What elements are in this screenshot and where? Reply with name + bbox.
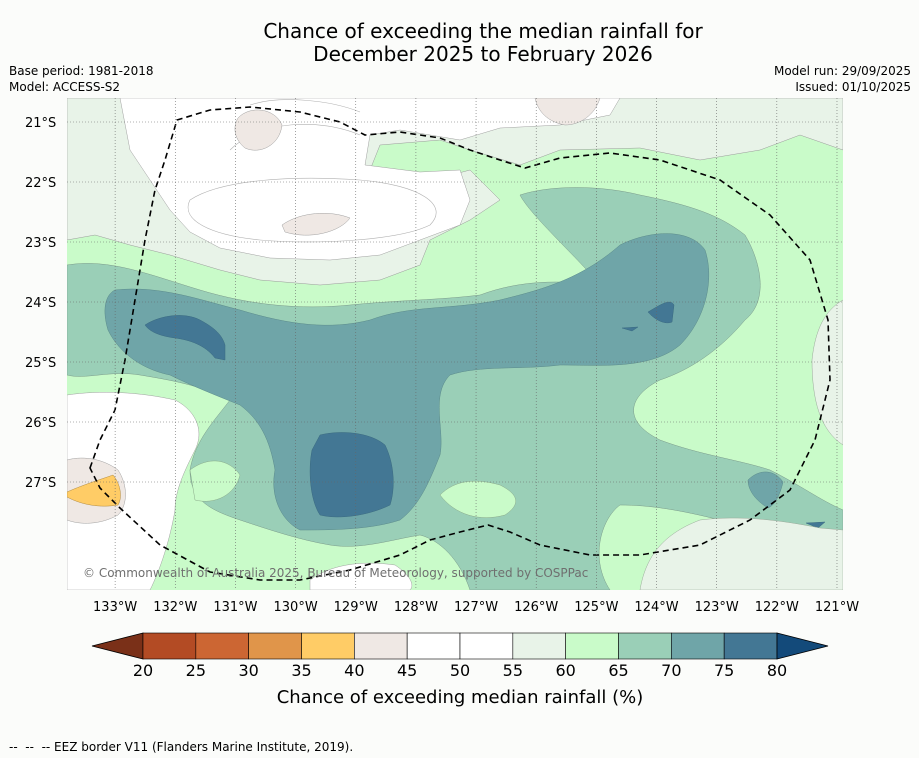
contour-75-80-b [144, 315, 226, 361]
colorbar-swatch [354, 632, 408, 660]
title-line-1: Chance of exceeding the median rainfall … [263, 19, 703, 43]
contour-45-55-bottom [67, 392, 200, 590]
colorbar: 20 25 30 35 40 45 50 55 60 65 70 75 80 [91, 632, 829, 680]
colorbar-under-arrow [91, 632, 144, 660]
colorbar-tick-label: 20 [133, 661, 153, 680]
lon-tick-label: 129°W [334, 600, 378, 615]
issued-date: Issued: 01/10/2025 [795, 80, 911, 94]
colorbar-tick-label: 75 [714, 661, 734, 680]
run-info-left: Base period: 1981-2018 Model: ACCESS-S2 [9, 63, 154, 95]
colorbar-over-arrow [776, 632, 829, 660]
colorbar-tick-label: 50 [450, 661, 470, 680]
colorbar-tick-label: 40 [344, 661, 364, 680]
contour-75-80-d [747, 471, 784, 509]
colorbar-tick-label: 65 [608, 661, 628, 680]
lon-tick-label: 122°W [755, 600, 799, 615]
contour-75-80-e [621, 326, 826, 529]
colorbar-swatch [301, 632, 355, 660]
contour-40-45-c [534, 98, 601, 126]
colorbar-tick-label: 25 [186, 661, 206, 680]
longitude-labels: 133°W 132°W 131°W 130°W 129°W 128°W 127°W 126°W… [93, 600, 859, 615]
colorbar-tick-label: 60 [555, 661, 575, 680]
lon-tick-label: 125°W [574, 600, 618, 615]
colorbar-swatch [618, 632, 672, 660]
colorbar-swatch [723, 632, 778, 660]
lat-tick-label: 25°S [25, 356, 56, 371]
contour-70-75 [104, 233, 710, 531]
lat-tick-label: 23°S [25, 236, 56, 251]
colorbar-swatch [459, 632, 514, 660]
latitude-labels: 21°S 22°S 23°S 24°S 25°S 26°S 27°S [25, 116, 56, 491]
lon-tick-label: 126°W [514, 600, 558, 615]
colorbar-swatch [406, 632, 461, 660]
lon-tick-label: 121°W [815, 600, 859, 615]
lon-tick-label: 128°W [394, 600, 438, 615]
lat-tick-label: 27°S [25, 476, 56, 491]
lon-tick-label: 132°W [153, 600, 197, 615]
colorbar-tick-label: 45 [397, 661, 417, 680]
rainfall-field: © Commonwealth of Australia 2025, Bureau… [67, 98, 843, 590]
lon-tick-label: 133°W [93, 600, 137, 615]
colorbar-tick-label: 35 [291, 661, 311, 680]
colorbar-tick-label: 30 [238, 661, 258, 680]
lat-tick-label: 26°S [25, 416, 56, 431]
lon-tick-label: 123°W [695, 600, 739, 615]
contour-35-40 [67, 474, 121, 507]
lat-tick-label: 24°S [25, 296, 56, 311]
contour-45-55-bottom-center [309, 562, 413, 590]
lon-tick-label: 127°W [454, 600, 498, 615]
contour-75-80-a [309, 432, 394, 518]
colorbar-swatch [195, 632, 249, 660]
colorbar-tick-label: 55 [503, 661, 523, 680]
contour-40-45-b [234, 109, 283, 151]
lon-tick-label: 131°W [213, 600, 257, 615]
colorbar-swatch [671, 632, 725, 660]
lon-tick-label: 124°W [634, 600, 678, 615]
run-info-right: Model run: 29/09/2025 Issued: 01/10/2025 [774, 63, 911, 95]
copyright-notice: © Commonwealth of Australia 2025, Bureau… [83, 566, 588, 580]
colorbar-tick-label: 70 [661, 661, 681, 680]
model-run: Model run: 29/09/2025 [773, 64, 911, 78]
model-name: Model: ACCESS-S2 [9, 80, 121, 94]
contour-40-45-a [281, 213, 351, 236]
colorbar-label: Chance of exceeding median rainfall (%) [277, 687, 644, 708]
colorbar-swatch [512, 632, 566, 660]
colorbar-tick-label: 80 [767, 661, 787, 680]
lat-tick-label: 21°S [25, 116, 56, 131]
colorbar-swatch [142, 632, 197, 660]
base-period: Base period: 1981-2018 [9, 64, 154, 78]
map-title: Chance of exceeding the median rainfall … [0, 20, 919, 66]
lon-tick-label: 130°W [274, 600, 318, 615]
contour-75-80-c [647, 301, 675, 324]
graticule [67, 98, 843, 590]
contour-60-65-pockets [189, 460, 516, 518]
colorbar-swatch [248, 632, 302, 660]
lat-tick-label: 22°S [25, 176, 56, 191]
title-line-2: December 2025 to February 2026 [313, 42, 653, 66]
eez-footnote: -- -- -- EEZ border V11 (Flanders Marine… [9, 740, 354, 754]
colorbar-swatch [565, 632, 619, 660]
eez-border [89, 106, 831, 581]
contour-55-60-lower-right [639, 299, 843, 590]
